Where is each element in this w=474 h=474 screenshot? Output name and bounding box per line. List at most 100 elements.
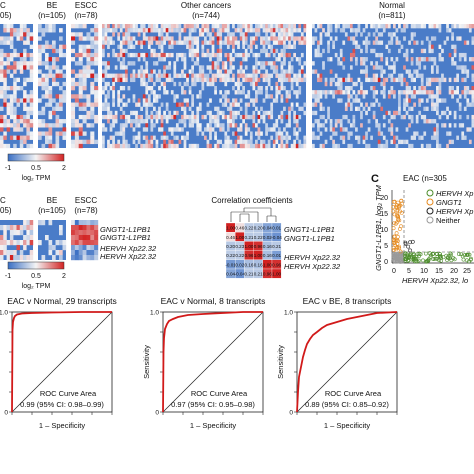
heatmap-cell (119, 114, 123, 120)
heatmap-cell (173, 98, 177, 103)
heatmap-cell (317, 123, 320, 128)
heatmap-cell (193, 36, 197, 41)
roc-annotation: ROC Curve Area (191, 389, 248, 398)
panel-c-xtick-5: 5 (407, 268, 411, 275)
heatmap-cell (71, 131, 76, 136)
heatmap-cell (140, 52, 143, 58)
heatmap-cell (270, 61, 274, 66)
corr-value: 0.02 (235, 262, 244, 267)
heatmap-cell (9, 123, 14, 128)
heatmap-cell (249, 98, 253, 103)
heatmap-cell (170, 114, 174, 120)
top-colorbar-tick-2: 0.5 (31, 165, 41, 172)
heatmap-cell (420, 114, 424, 120)
heatmap-cell (124, 28, 128, 33)
heatmap-cell (418, 110, 422, 116)
heatmap-cell (312, 40, 315, 45)
heatmap-cell (90, 250, 95, 256)
scatter-point-herv (438, 252, 442, 257)
heatmap-cell (226, 123, 230, 128)
heatmap-cell (403, 36, 406, 41)
heatmap-cell (74, 98, 79, 103)
heatmap-cell (280, 94, 284, 99)
panel-c-ytick-15: 15 (380, 211, 388, 218)
heatmap-cell (430, 57, 434, 62)
heatmap-cell (3, 135, 7, 140)
heatmap-cell (3, 28, 7, 33)
heatmap-cell (38, 57, 42, 62)
heatmap-cell (400, 90, 404, 95)
heatmap-cell (175, 57, 179, 62)
heatmap-cell (26, 40, 30, 45)
heatmap-cell (119, 106, 123, 111)
heatmap-cell (293, 139, 296, 145)
heatmap-cell (82, 230, 87, 236)
heatmap-cell (6, 123, 11, 128)
heatmap-cell (252, 119, 256, 124)
heatmap-cell (410, 73, 414, 78)
heatmap-cell (86, 44, 91, 49)
heatmap-cell (114, 73, 118, 78)
mid-group-label-escc: ESCC (75, 196, 97, 205)
heatmap-cell (216, 40, 220, 45)
heatmap-cell (102, 135, 105, 140)
heatmap-cell (471, 94, 474, 99)
roc-curve (296, 311, 398, 413)
heatmap-cell (436, 106, 439, 111)
heatmap-cell (232, 36, 235, 41)
heatmap-cell (312, 90, 315, 95)
heatmap-cell (94, 235, 99, 241)
heatmap-cell (255, 106, 258, 111)
heatmap-cell (448, 123, 452, 128)
heatmap-cell (415, 61, 419, 66)
heatmap-cell (16, 52, 20, 58)
heatmap-cell (107, 36, 110, 41)
heatmap-cell (295, 57, 299, 62)
heatmap-cell (82, 225, 87, 231)
heatmap-cell (393, 90, 396, 95)
heatmap-cell (377, 32, 381, 37)
heatmap-cell (265, 94, 268, 99)
heatmap-cell (209, 127, 212, 132)
mid-colorbar-tick-2: 0.5 (31, 273, 41, 280)
heatmap-cell (219, 44, 223, 49)
heatmap-cell (244, 73, 248, 78)
heatmap-cell (219, 48, 223, 54)
heatmap-cell (314, 102, 318, 107)
heatmap-cell (262, 61, 266, 66)
heatmap-cell (290, 24, 294, 29)
heatmap-cell (0, 65, 4, 70)
heatmap-cell (71, 255, 76, 261)
heatmap-cell (140, 73, 143, 78)
heatmap-cell (9, 94, 14, 99)
heatmap-cell (173, 73, 177, 78)
mid-row-label-4: HERVH Xp22.32 (100, 252, 157, 261)
heatmap-cell (317, 119, 320, 124)
heatmap-cell (357, 98, 361, 103)
heatmap-cell (415, 119, 419, 124)
scatter-point-gngt1 (392, 199, 397, 204)
heatmap-cell (145, 135, 149, 140)
heatmap-cell (380, 65, 384, 70)
heatmap-cell (357, 106, 361, 111)
heatmap-cell (458, 65, 462, 70)
heatmap-cell (436, 65, 439, 70)
roc-diagonal (296, 311, 398, 413)
heatmap-cell (398, 48, 401, 54)
heatmap-cell (219, 123, 223, 128)
heatmap-cell (191, 40, 194, 45)
heatmap-cell (283, 143, 286, 149)
heatmap-cell (451, 36, 454, 41)
heatmap-cell (13, 65, 17, 70)
heatmap-cell (329, 123, 333, 128)
heatmap-cell (303, 102, 307, 107)
legend-label-both: HERVH Xp (436, 207, 473, 216)
heatmap-cell (82, 250, 87, 256)
heatmap-cell (191, 36, 194, 41)
heatmap-cell (191, 57, 194, 62)
heatmap-cell (463, 77, 467, 83)
heatmap-cell (458, 106, 462, 111)
heatmap-cell (186, 40, 189, 45)
panel-c-letter: C (371, 173, 379, 185)
heatmap-cell (295, 90, 299, 95)
